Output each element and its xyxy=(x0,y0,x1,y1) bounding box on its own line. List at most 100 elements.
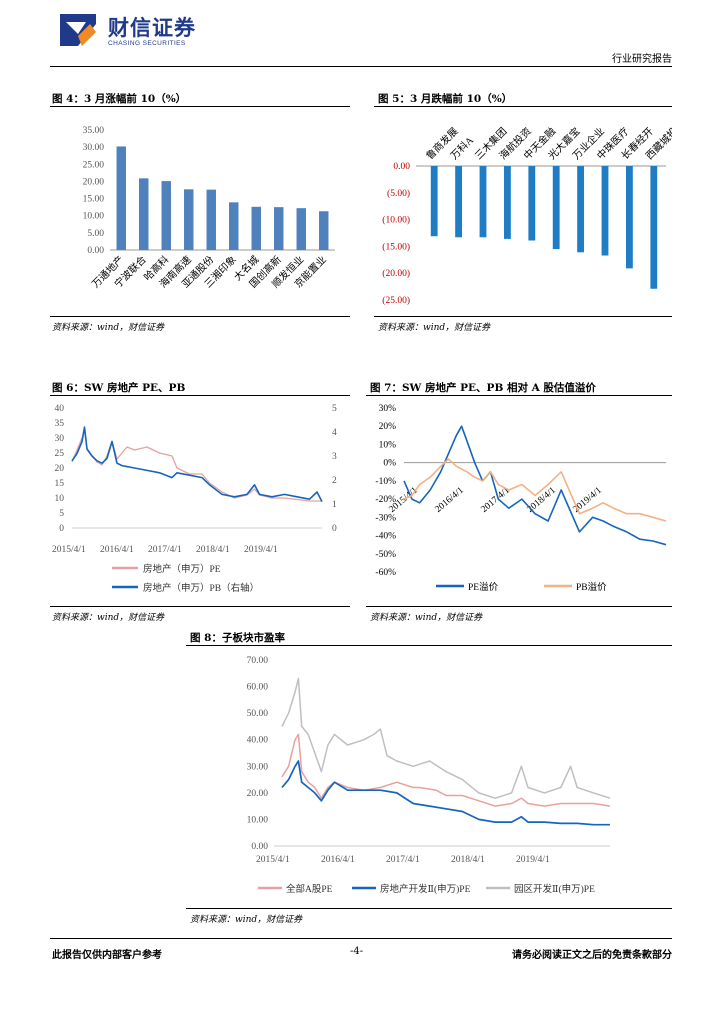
fig5-y-tick: 0.00 xyxy=(393,162,410,172)
fig5-y-tick: (25.00) xyxy=(382,295,410,306)
fig6-source-rule xyxy=(50,606,350,607)
fig5-bar xyxy=(650,166,658,289)
fig5-bar xyxy=(430,166,438,237)
fig7-y-tick: -10% xyxy=(375,477,396,487)
logo-emblem-icon xyxy=(60,14,96,46)
company-name: 财信证券 xyxy=(108,16,196,40)
fig5-y-tick: (20.00) xyxy=(382,268,410,279)
fig8-x-tick: 2016/4/1 xyxy=(321,855,355,865)
fig8-x-tick: 2019/4/1 xyxy=(516,855,550,865)
fig4-y-tick: 25.00 xyxy=(83,160,105,170)
fig8-title-rule xyxy=(186,645,672,646)
fig6-x-tick: 2016/4/1 xyxy=(100,545,134,555)
fig4-bar xyxy=(206,189,216,250)
fig8-y-tick: 30.00 xyxy=(247,762,269,772)
fig6-y-tick-left: 5 xyxy=(59,509,64,519)
fig8-chart: 70.00 60.00 50.00 40.00 30.00 20.00 10.00 0.00 2… xyxy=(247,656,611,895)
fig8-source: 资料来源：wind，财信证券 xyxy=(190,915,303,925)
fig5-bar xyxy=(552,166,560,250)
fig7-y-tick: -40% xyxy=(375,532,396,542)
fig6-x-tick: 2017/4/1 xyxy=(148,545,182,555)
fig8-legend-label: 房地产开发Ⅱ(申万)PE xyxy=(380,883,471,895)
fig4-y-tick: 35.00 xyxy=(83,126,105,136)
fig8-x-tick: 2015/4/1 xyxy=(256,855,290,865)
fig8-series-line xyxy=(281,733,611,807)
fig8-y-tick: 60.00 xyxy=(247,683,269,693)
fig6-y-tick-left: 0 xyxy=(59,524,64,534)
fig7-chart: 30%20%10%0%-10%-20%-30%-40%-50%-60%2015/… xyxy=(375,404,667,593)
footer-disclaimer-left: 此报告仅供内部客户参考 xyxy=(52,950,162,961)
fig6-y-tick-left: 20 xyxy=(55,464,65,474)
fig5-source: 资料来源：wind，财信证券 xyxy=(378,323,491,333)
fig6-y-tick-right: 0 xyxy=(332,524,337,534)
fig4-bar xyxy=(184,189,194,250)
fig5-bar xyxy=(528,166,536,241)
company-logo: 财信证券 CHASING SECURITIES xyxy=(56,10,266,52)
fig6-title-rule xyxy=(50,395,350,396)
fig5-bar xyxy=(479,166,487,238)
fig6-y-tick-left: 25 xyxy=(55,449,65,459)
fig8-x-tick: 2017/4/1 xyxy=(386,855,420,865)
fig6-y-tick-left: 40 xyxy=(55,404,65,414)
page-number: -4- xyxy=(350,946,364,957)
fig5-title-rule xyxy=(374,106,672,107)
fig7-title: 图 7：SW 房地产 PE、PB 相对 A 股估值溢价 xyxy=(370,382,596,394)
fig5-bar xyxy=(503,166,511,239)
fig6-y-tick-left: 15 xyxy=(55,479,65,489)
fig8-y-tick: 0.00 xyxy=(251,842,268,852)
fig5-y-tick: (5.00) xyxy=(387,188,410,199)
fig6-y-tick-left: 30 xyxy=(55,434,65,444)
fig6-x-tick: 2015/4/1 xyxy=(52,545,86,555)
fig5-bar xyxy=(455,166,463,238)
fig7-series-line xyxy=(403,458,667,522)
fig4-bar xyxy=(251,206,261,250)
fig7-legend-label: PB溢价 xyxy=(576,581,607,593)
fig5-bar xyxy=(625,166,633,269)
fig6-y-tick-left: 35 xyxy=(55,419,65,429)
fig4-bar xyxy=(319,211,329,250)
fig4-bar xyxy=(274,207,284,250)
fig7-y-tick: -30% xyxy=(375,513,396,523)
company-name-en: CHASING SECURITIES xyxy=(108,40,186,47)
fig8-series-line xyxy=(281,760,610,826)
fig4-bar xyxy=(116,146,126,250)
fig5-y-tick: (15.00) xyxy=(382,241,410,252)
fig6-y-tick-right: 3 xyxy=(332,452,337,462)
fig4-bar xyxy=(161,181,171,250)
fig4-y-tick: 5.00 xyxy=(87,229,104,239)
fig7-y-tick: -50% xyxy=(375,550,396,560)
header-divider xyxy=(50,66,672,67)
fig8-x-tick: 2018/4/1 xyxy=(451,855,485,865)
fig6-y-tick-right: 1 xyxy=(332,500,337,510)
fig7-y-tick: -20% xyxy=(375,495,396,505)
fig8-y-tick: 40.00 xyxy=(247,736,269,746)
fig8-y-tick: 10.00 xyxy=(247,815,269,825)
fig6-x-tick: 2018/4/1 xyxy=(196,545,230,555)
fig7-legend-label: PE溢价 xyxy=(468,581,499,593)
fig6-series-line xyxy=(71,428,322,502)
fig7-title-rule xyxy=(366,395,672,396)
fig4-chart: 35.0030.0025.0020.0015.0010.005.000.00万通… xyxy=(83,126,335,290)
fig4-source: 资料来源：wind，财信证券 xyxy=(52,323,165,333)
fig5-y-tick: (10.00) xyxy=(382,215,410,226)
fig7-y-tick: 20% xyxy=(379,422,397,432)
fig8-legend-label: 园区开发Ⅱ(申万)PE xyxy=(514,883,595,895)
fig6-y-tick-left: 10 xyxy=(55,494,65,504)
fig6-legend-label: 房地产（申万）PB（右轴） xyxy=(143,582,259,594)
fig4-source-rule xyxy=(50,316,350,317)
fig4-title-rule xyxy=(50,106,350,107)
fig6-y-tick-right: 5 xyxy=(332,404,337,414)
fig5-bar xyxy=(601,166,609,256)
fig7-source: 资料来源：wind，财信证券 xyxy=(370,613,483,623)
fig7-x-tick: 2016/4/1 xyxy=(434,485,466,515)
fig7-y-tick: 0% xyxy=(383,459,396,469)
fig6-x-tick: 2019/4/1 xyxy=(244,545,278,555)
fig6-y-tick-right: 4 xyxy=(332,428,337,438)
fig4-y-tick: 30.00 xyxy=(83,143,105,153)
fig8-y-tick: 70.00 xyxy=(247,656,269,666)
fig6-source: 资料来源：wind，财信证券 xyxy=(52,613,165,623)
fig5-bar xyxy=(577,166,585,253)
fig5-source-rule xyxy=(374,316,672,317)
fig4-bar xyxy=(296,208,306,250)
